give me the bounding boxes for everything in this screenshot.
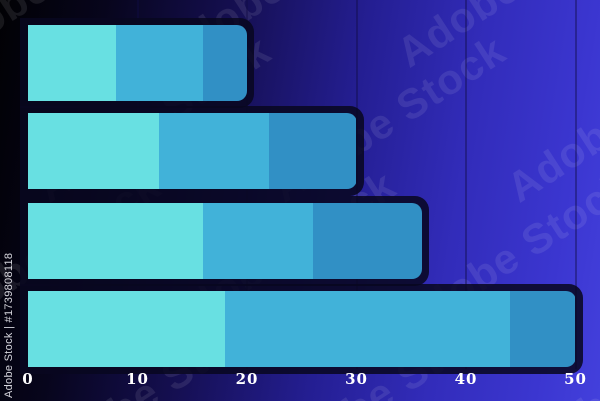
x-axis-tick-label: 20 <box>235 370 259 388</box>
bar-segment <box>203 25 247 101</box>
x-axis-tick-label: 50 <box>564 370 587 388</box>
bar-segment <box>509 291 576 367</box>
bar-row-frame <box>20 18 254 108</box>
bar-segment <box>203 203 313 279</box>
stacked-bar <box>28 25 247 101</box>
bar-segment <box>115 25 204 101</box>
gridline <box>465 0 467 369</box>
bar-row-frame <box>20 196 430 286</box>
x-axis-tick-label: 10 <box>126 370 149 388</box>
bar-segment <box>268 113 357 189</box>
adobe-stock-watermark: Adobe Stock <box>389 0 600 77</box>
bar-segment <box>225 291 510 367</box>
bar-row-frame <box>20 284 583 374</box>
stock-id-watermark: Adobe Stock | #1739808118 <box>3 252 15 398</box>
x-axis-tick-label: 40 <box>454 370 478 388</box>
bar-segment <box>312 203 423 279</box>
bar-segment <box>159 113 269 189</box>
x-axis-tick-label: 0 <box>22 370 34 388</box>
stacked-bar <box>28 203 423 279</box>
x-axis-tick-label: 30 <box>345 370 368 388</box>
bar-row-frame <box>20 106 364 196</box>
gridline <box>574 0 577 369</box>
bar-segment <box>28 25 116 101</box>
bar-segment <box>28 291 226 367</box>
stacked-bar <box>28 113 357 189</box>
bar-segment <box>28 203 204 279</box>
adobe-stock-watermark: Adobe Stock <box>498 26 600 212</box>
bar-segment <box>28 113 160 189</box>
stacked-bar <box>28 291 576 367</box>
